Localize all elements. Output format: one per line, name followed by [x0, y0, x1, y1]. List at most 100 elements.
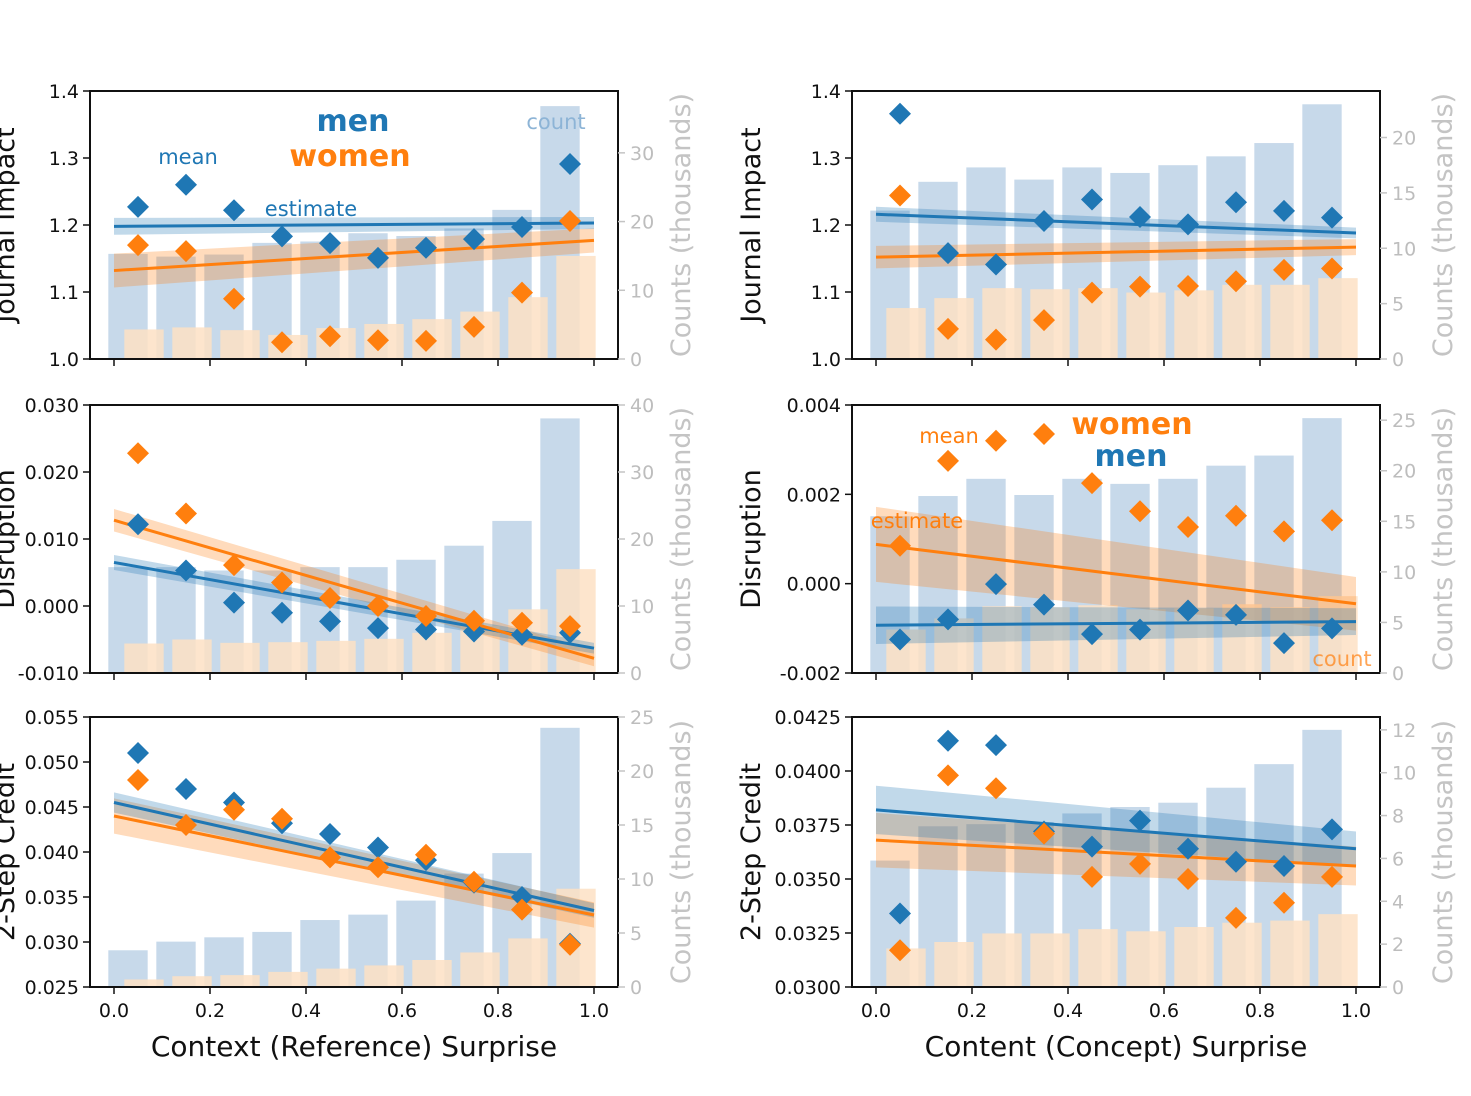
mean-marker-women	[1177, 274, 1199, 297]
y-tick-label: 0.0300	[775, 977, 841, 999]
mean-marker-women	[1273, 520, 1295, 543]
mean-marker-women	[367, 329, 389, 352]
mean-marker-women	[223, 287, 245, 310]
mean-marker-women	[223, 554, 245, 577]
mean-marker-men	[175, 173, 197, 196]
mean-marker-men	[1177, 213, 1199, 236]
count-bar-women	[1030, 933, 1070, 987]
plot-area	[870, 418, 1358, 673]
y-tick-label: 0.020	[25, 462, 79, 484]
annotation-women: women	[1071, 407, 1192, 442]
chart-panel-bottom-right: 0.0300 0.0325 0.0350 0.0375 0.0400 0.0425 0 2 4 6…	[736, 707, 1459, 1063]
count-bar-women	[1222, 284, 1262, 359]
y2-tick-label: 20	[630, 529, 654, 551]
y-axis-label: Disruption	[736, 469, 767, 608]
y2-axis-label: Counts (thousands)	[666, 93, 697, 357]
y-axis-label: 2-Step Credit	[736, 763, 767, 941]
y-tick-label: 0.010	[25, 529, 79, 551]
y2-tick-label: 25	[1392, 410, 1416, 432]
mean-marker-men	[367, 617, 389, 640]
estimate-line-men	[875, 808, 1357, 851]
mean-marker-men	[1225, 850, 1247, 873]
y2-tick-label: 15	[630, 815, 654, 837]
count-bar-women	[412, 960, 452, 987]
chart-panel-middle-right: -0.002 0.000 0.002 0.004 0 5 10 15 20 25 Disruptio…	[736, 395, 1459, 685]
mean-marker-men	[463, 228, 485, 251]
mean-marker-women	[1273, 258, 1295, 281]
mean-marker-women	[985, 328, 1007, 351]
mean-marker-women	[1129, 852, 1151, 875]
mean-marker-men	[1321, 617, 1343, 640]
mean-marker-women	[985, 777, 1007, 800]
plot-area	[870, 104, 1358, 359]
mean-marker-women	[1225, 270, 1247, 293]
mean-marker-women	[415, 329, 437, 352]
estimate-band-men	[876, 785, 1356, 867]
mean-marker-women	[175, 502, 197, 525]
count-bar-women	[1078, 288, 1118, 359]
count-bar-women	[1318, 914, 1358, 987]
y2-axis-label: Counts (thousands)	[1428, 720, 1459, 984]
y2-tick-label: 10	[1392, 562, 1416, 584]
mean-marker-women	[223, 798, 245, 821]
mean-marker-women	[1177, 515, 1199, 538]
y-tick-label: 1.2	[49, 215, 79, 237]
mean-marker-men	[271, 601, 293, 624]
y-tick-label: 0.050	[25, 752, 79, 774]
y-tick-label: 0.0400	[775, 761, 841, 783]
y-tick-label: 0.030	[25, 395, 79, 417]
y-tick-label: 0.0375	[775, 815, 841, 837]
count-bar-women	[412, 632, 452, 673]
y2-axis-label: Counts (thousands)	[666, 720, 697, 984]
y2-tick-label: 10	[630, 596, 654, 618]
estimate-line-women	[875, 542, 1357, 606]
mean-marker-women	[937, 317, 959, 340]
mean-marker-men	[1177, 837, 1199, 860]
mean-marker-men	[1129, 809, 1151, 832]
y-tick-label: -0.010	[18, 663, 79, 685]
y2-tick-label: 0	[1392, 977, 1404, 999]
x-tick-label: 0.6	[1149, 1000, 1179, 1022]
y2-tick-label: 5	[630, 923, 642, 945]
y2-tick-label: 25	[630, 707, 654, 729]
y2-tick-label: 2	[1392, 934, 1404, 956]
mean-marker-women	[271, 331, 293, 354]
mean-marker-women	[1033, 822, 1055, 845]
mean-marker-men	[1129, 618, 1151, 641]
mean-marker-men	[889, 628, 911, 651]
y2-tick-label: 10	[1392, 238, 1416, 260]
mean-marker-women	[511, 611, 533, 634]
count-bar-women	[460, 952, 500, 987]
x-tick-label: 0.8	[483, 1000, 513, 1022]
count-bar-women	[1222, 922, 1262, 987]
x-tick-label: 1.0	[579, 1000, 609, 1022]
estimate-line-men	[113, 801, 595, 912]
mean-marker-men	[511, 216, 533, 239]
y2-tick-label: 6	[1392, 848, 1404, 870]
annotation-estimate: estimate	[265, 197, 357, 221]
estimate-line-men	[113, 221, 595, 228]
y-tick-label: 0.055	[25, 707, 79, 729]
y2-axis-label: Counts (thousands)	[1428, 407, 1459, 671]
mean-marker-men	[127, 195, 149, 218]
y-tick-label: 1.0	[49, 349, 79, 371]
y-tick-label: 0.025	[25, 977, 79, 999]
y-tick-label: 0.002	[787, 484, 841, 506]
x-tick-label: 1.0	[1341, 1000, 1371, 1022]
annotation-count: count	[1312, 647, 1371, 671]
mean-marker-women	[1129, 500, 1151, 523]
annotation-count: count	[526, 110, 585, 134]
y-tick-label: 1.3	[811, 148, 841, 170]
count-bar-women	[1030, 607, 1070, 673]
mean-marker-men	[1177, 599, 1199, 622]
y-tick-label: 1.4	[49, 81, 79, 103]
mean-marker-men	[319, 610, 341, 633]
y2-axis-label: Counts (thousands)	[666, 407, 697, 671]
y2-tick-label: 5	[1392, 294, 1404, 316]
mean-marker-men	[1225, 191, 1247, 214]
estimate-line-men	[875, 212, 1357, 235]
mean-marker-men	[511, 623, 533, 646]
axes-frame	[851, 404, 1381, 674]
y2-tick-label: 0	[1392, 663, 1404, 685]
count-bar-women	[1078, 929, 1118, 987]
